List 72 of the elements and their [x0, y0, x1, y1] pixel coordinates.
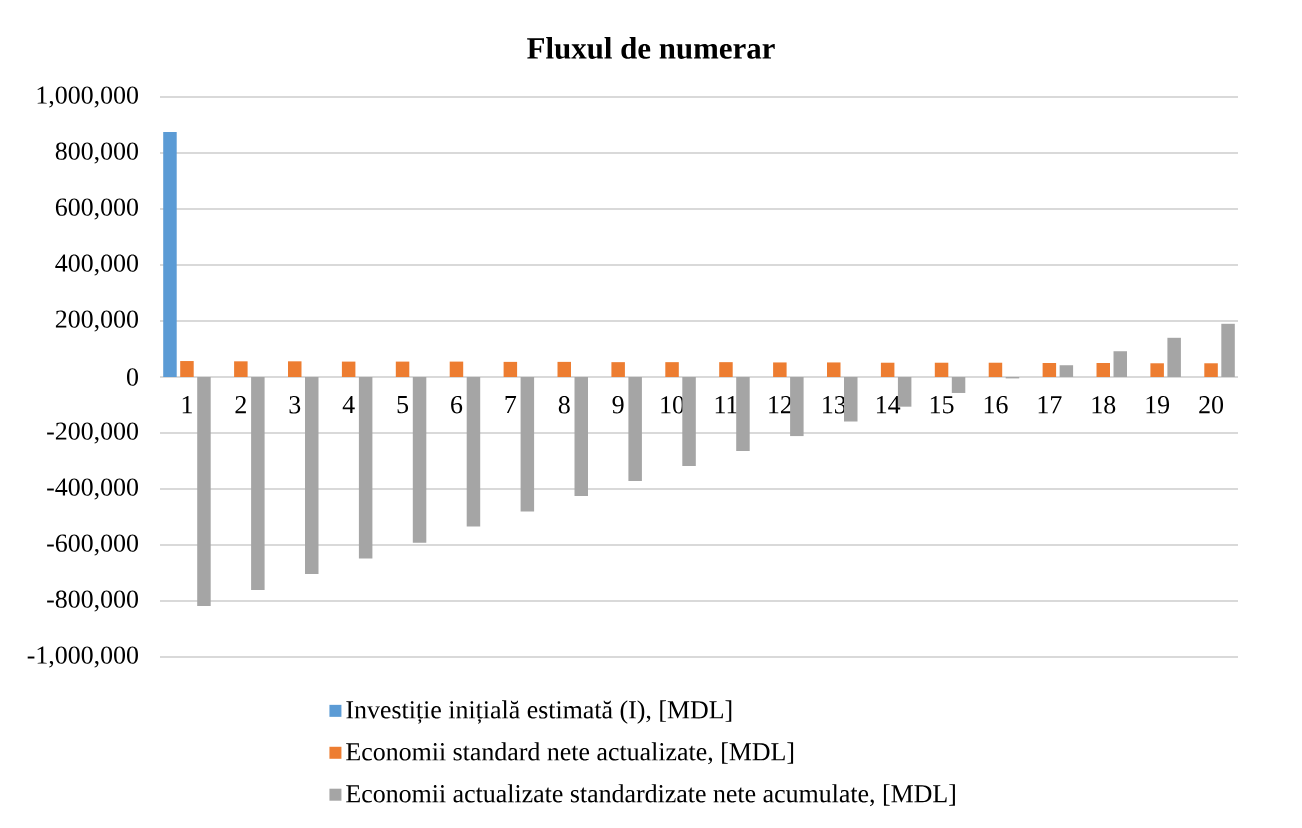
legend-label: Economii actualizate standardizate nete acumulate, [MDL]	[346, 784, 955, 807]
bar	[736, 377, 750, 451]
bar	[503, 361, 518, 377]
x-tick-label: 15	[930, 396, 954, 414]
bar	[719, 362, 733, 377]
x-tick-label: 20	[1199, 396, 1224, 414]
bar	[305, 377, 319, 575]
bar	[1096, 363, 1111, 377]
bar	[665, 362, 679, 377]
bar	[1059, 365, 1074, 377]
x-tick-label: 11	[715, 396, 737, 414]
bar	[163, 131, 177, 377]
bar	[449, 361, 464, 377]
y-tick-label: 200,000	[55, 310, 138, 332]
x-tick-label: 18	[1092, 396, 1116, 414]
bar	[844, 377, 858, 422]
x-tick-label: 3	[289, 396, 301, 414]
x-tick-label: 8	[558, 396, 570, 414]
x-tick-label: 1	[182, 396, 192, 414]
bar	[880, 362, 895, 377]
bar	[1113, 351, 1128, 377]
bar	[988, 362, 1003, 377]
x-tick-label: 9	[612, 396, 624, 414]
bar	[934, 362, 949, 377]
bar	[773, 362, 787, 377]
bar	[1167, 337, 1181, 377]
x-tick-label: 5	[397, 396, 409, 414]
bar	[1204, 363, 1218, 377]
x-tick-label: 6	[451, 396, 463, 414]
bar	[1150, 363, 1164, 377]
bar	[412, 377, 427, 543]
y-tick-label: -200,000	[47, 422, 138, 444]
x-tick-label: 17	[1038, 396, 1062, 414]
bar	[628, 377, 642, 481]
y-tick-label: 1,000,000	[37, 86, 138, 108]
bar	[234, 361, 248, 377]
chart-title: Fluxul de numerar	[527, 37, 775, 59]
bar	[682, 377, 696, 467]
bar	[395, 361, 410, 377]
bar	[557, 361, 571, 377]
bar	[827, 362, 841, 377]
y-tick-label: -1,000,000	[27, 646, 138, 668]
y-tick-label: 0	[127, 368, 138, 386]
y-tick-label: 400,000	[55, 254, 138, 276]
bar	[466, 377, 481, 527]
y-tick-label: -600,000	[47, 534, 138, 556]
bar	[574, 377, 588, 496]
y-tick-label: -800,000	[47, 590, 138, 612]
y-tick-label: 600,000	[55, 198, 138, 220]
bar	[1042, 363, 1057, 377]
bar	[197, 377, 211, 607]
bar	[951, 377, 966, 393]
x-tick-label: 7	[505, 396, 517, 413]
bar	[790, 377, 804, 437]
bar	[288, 361, 302, 377]
bar	[341, 361, 356, 377]
x-tick-label: 14	[876, 396, 901, 414]
x-tick-label: 16	[984, 396, 1008, 414]
bar	[180, 361, 194, 377]
bar	[251, 377, 265, 591]
y-tick-label: -400,000	[47, 478, 138, 500]
bar	[358, 377, 373, 559]
x-tick-label: 12	[769, 396, 792, 414]
y-tick-label: 800,000	[55, 142, 138, 164]
bar	[520, 377, 535, 512]
x-tick-label: 19	[1146, 396, 1170, 414]
legend-label: Investiție inițială estimată (I), [MDL]	[346, 700, 732, 724]
x-tick-label: 2	[235, 396, 246, 414]
legend-label: Economii standard nete actualizate, [MDL]	[346, 742, 794, 765]
bar	[611, 362, 625, 377]
x-tick-label: 4	[342, 396, 355, 414]
bar	[1221, 323, 1235, 377]
